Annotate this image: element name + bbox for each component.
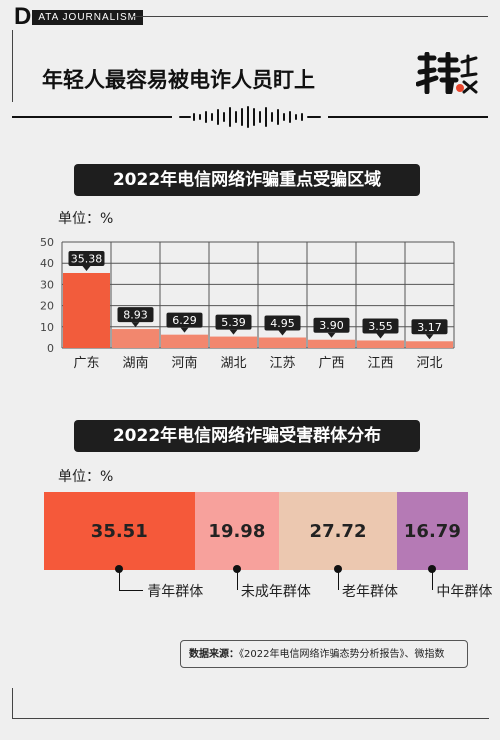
value-tag-pointer: [376, 333, 385, 339]
section2-unit: 单位：%: [58, 469, 114, 485]
top-frame-rule: [132, 16, 488, 17]
value-tag: [411, 319, 448, 335]
value-tag: [264, 315, 301, 331]
bar: [259, 337, 306, 348]
value-tag-pointer: [278, 330, 287, 336]
x-tick-label: 江西: [367, 356, 393, 371]
bar: [406, 341, 453, 348]
legend-marker-dot: [428, 565, 437, 573]
legend-leader-line: [236, 570, 238, 590]
data-label: 3.55: [368, 320, 393, 333]
legend-marker-dot: [115, 565, 124, 573]
source-label: 数据来源：: [189, 649, 239, 660]
section1-title: 2022年电信网络诈骗重点受骗区域: [74, 164, 420, 196]
soundwave-icon: [179, 106, 321, 128]
victim-group-stacked-bar: 35.51 19.98 27.72 16.79: [44, 492, 468, 570]
data-label: 35.51: [90, 520, 148, 542]
stacked-segment: 19.98: [194, 492, 280, 570]
y-tick-label: 30: [40, 278, 54, 291]
source-text: 《2022年电信网络诈骗态势分析报告》、微指数: [239, 649, 445, 660]
legend-item-label: 老年群体: [342, 584, 399, 600]
value-tag: [313, 317, 350, 333]
value-tag-pointer: [82, 265, 91, 271]
data-source: 数据来源：《2022年电信网络诈骗态势分析报告》、微指数: [180, 640, 468, 668]
legend-marker-dot: [232, 565, 241, 573]
value-tag: [215, 314, 252, 330]
legend-leader-line: [338, 570, 340, 590]
bar: [161, 334, 208, 348]
value-tag: [117, 307, 154, 323]
data-label: 3.90: [319, 319, 344, 332]
data-label: 8.93: [123, 309, 148, 322]
bar: [210, 336, 257, 348]
y-tick-label: 50: [40, 236, 54, 249]
x-tick-label: 河北: [416, 356, 442, 371]
section2-title: 2022年电信网络诈骗受害群体分布: [74, 420, 420, 452]
y-tick-label: 10: [40, 321, 54, 334]
region-bar-chart: 0 10 20 30 40 50 35.38 广东 8.93 湖南 6.29 河南 5.39 湖北 4.95…: [40, 236, 455, 371]
legend-item-label: 青年群体: [147, 584, 204, 600]
data-label: 16.79: [403, 520, 461, 542]
section1-unit: 单位：%: [58, 211, 114, 227]
bar: [63, 272, 110, 348]
bottom-frame-rule: [12, 688, 489, 719]
y-tick-label: 40: [40, 257, 54, 270]
data-label: 27.72: [309, 520, 367, 542]
data-label: 4.95: [270, 317, 295, 330]
legend-leader-line: [119, 570, 121, 590]
value-tag-pointer: [327, 332, 336, 338]
bar: [112, 329, 159, 348]
data-label: 35.38: [71, 252, 103, 265]
legend-item-label: 未成年群体: [240, 584, 311, 600]
value-tag-pointer: [131, 322, 140, 328]
value-tag: [68, 250, 105, 266]
brand-header: D ATA JOURNALISM: [14, 3, 143, 30]
left-frame-rule: [12, 30, 13, 102]
stacked-segment: 16.79: [396, 492, 468, 570]
x-tick-label: 江苏: [269, 355, 295, 371]
divider-left: [12, 116, 172, 118]
data-label: 19.98: [208, 520, 266, 542]
legend-leader-line: [432, 570, 434, 590]
stacked-segment: 27.72: [279, 492, 397, 570]
page-title: 年轻人最容易被电诈人员盯上: [42, 68, 315, 92]
legend-marker-dot: [334, 565, 343, 573]
data-label: 3.17: [417, 321, 442, 334]
value-tag-pointer: [180, 327, 189, 333]
value-tag-pointer: [229, 329, 238, 335]
x-tick-label: 湖北: [220, 356, 246, 371]
data-label: 6.29: [172, 314, 197, 327]
legend-item-label: 中年群体: [436, 584, 493, 600]
y-tick-label: 20: [40, 300, 54, 313]
brand-initial: D: [14, 3, 32, 30]
divider-right: [328, 116, 488, 118]
bar: [357, 340, 404, 348]
brand-name: ATA JOURNALISM: [32, 9, 143, 25]
legend-leader-line: [119, 590, 144, 591]
value-tag: [166, 312, 203, 328]
y-tick-label: 0: [47, 342, 54, 355]
stacked-segment: 35.51: [44, 492, 195, 570]
x-tick-label: 河南: [171, 355, 197, 371]
data-label: 5.39: [221, 316, 246, 329]
value-tag: [362, 318, 399, 334]
bar: [308, 339, 355, 348]
tefang-logo-icon: [416, 52, 478, 94]
x-tick-label: 广西: [318, 356, 344, 371]
x-tick-label: 湖南: [122, 355, 148, 371]
value-tag-pointer: [425, 334, 434, 340]
x-tick-label: 广东: [73, 356, 99, 371]
